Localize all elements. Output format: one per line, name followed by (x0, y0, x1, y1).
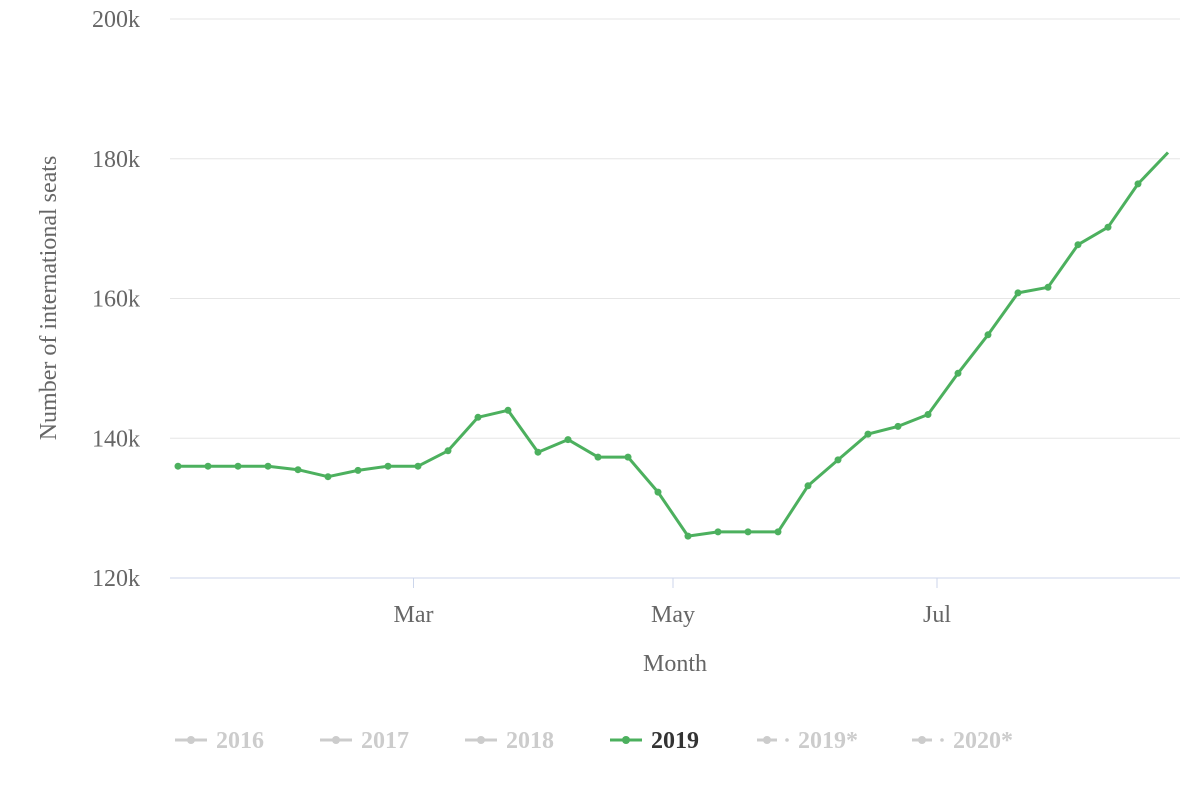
y-tick-label: 180k (92, 147, 140, 173)
data-point[interactable] (984, 331, 992, 339)
legend-symbol-marker (622, 736, 630, 744)
data-point[interactable] (1044, 283, 1052, 291)
legend-item-2020-projected[interactable]: 2020* (912, 728, 1013, 754)
legend-symbol-marker (918, 736, 926, 744)
data-point[interactable] (894, 422, 902, 430)
legend-symbol-marker (332, 736, 340, 744)
data-point[interactable] (354, 466, 362, 474)
x-tick-label: May (651, 602, 695, 628)
data-point[interactable] (294, 466, 302, 474)
data-point[interactable] (264, 462, 272, 470)
data-point[interactable] (834, 456, 842, 464)
y-tick-label: 140k (92, 426, 140, 452)
data-point[interactable] (594, 453, 602, 461)
data-point[interactable] (864, 430, 872, 438)
data-point[interactable] (444, 447, 452, 455)
legend-label: 2016 (216, 728, 264, 754)
data-point[interactable] (324, 473, 332, 481)
data-point[interactable] (504, 406, 512, 414)
data-point[interactable] (654, 488, 662, 496)
legend-item-2018[interactable]: 2018 (465, 728, 554, 754)
legend-label: 2017 (361, 728, 409, 754)
data-point[interactable] (474, 413, 482, 421)
data-point[interactable] (384, 462, 392, 470)
legend-item-2019[interactable]: 2019 (610, 728, 699, 754)
data-point[interactable] (804, 482, 812, 490)
data-point[interactable] (534, 448, 542, 456)
series-group (174, 151, 1170, 540)
y-tick-label: 200k (92, 7, 140, 33)
data-point[interactable] (1134, 180, 1142, 188)
data-point[interactable] (924, 411, 932, 418)
x-tick-label: Mar (394, 602, 434, 628)
legend-symbol-marker (477, 736, 485, 744)
legend-label: 2019* (798, 728, 858, 754)
data-point[interactable] (774, 528, 782, 536)
legend-label: 2020* (953, 728, 1013, 754)
legend: 2016 2017 2018 2019 2019* 2020* (175, 728, 1013, 754)
legend-symbol-marker (187, 736, 195, 744)
legend-symbol-dash (940, 738, 944, 742)
legend-item-2019-projected[interactable]: 2019* (757, 728, 858, 754)
data-point[interactable] (174, 462, 182, 470)
data-point[interactable] (1074, 241, 1082, 249)
data-point[interactable] (744, 528, 752, 536)
data-point[interactable] (714, 528, 722, 536)
grid-lines (170, 18, 1180, 439)
data-point[interactable] (234, 462, 242, 470)
legend-label: 2019 (651, 728, 699, 754)
y-axis-title: Number of international seats (36, 156, 62, 441)
legend-label: 2018 (506, 728, 554, 754)
data-point[interactable] (1014, 289, 1022, 297)
data-point[interactable] (564, 436, 572, 444)
x-tick-label: Jul (923, 602, 951, 628)
legend-item-2017[interactable]: 2017 (320, 728, 409, 754)
y-axis-ticks: 120k 140k 160k 180k 200k (92, 7, 140, 592)
data-point[interactable] (954, 369, 962, 377)
x-axis-ticks: Mar May Jul (394, 578, 951, 628)
data-point[interactable] (204, 462, 212, 470)
data-point[interactable] (1104, 223, 1112, 231)
legend-symbol-marker (763, 736, 771, 744)
data-point[interactable] (414, 462, 422, 470)
data-point[interactable] (624, 453, 632, 461)
data-point[interactable] (684, 532, 692, 540)
legend-symbol-dash (785, 738, 789, 742)
x-axis-title: Month (643, 651, 707, 677)
series-line-2019 (178, 151, 1170, 538)
y-tick-label: 120k (92, 566, 140, 592)
y-tick-label: 160k (92, 287, 140, 313)
legend-item-2016[interactable]: 2016 (175, 728, 264, 754)
